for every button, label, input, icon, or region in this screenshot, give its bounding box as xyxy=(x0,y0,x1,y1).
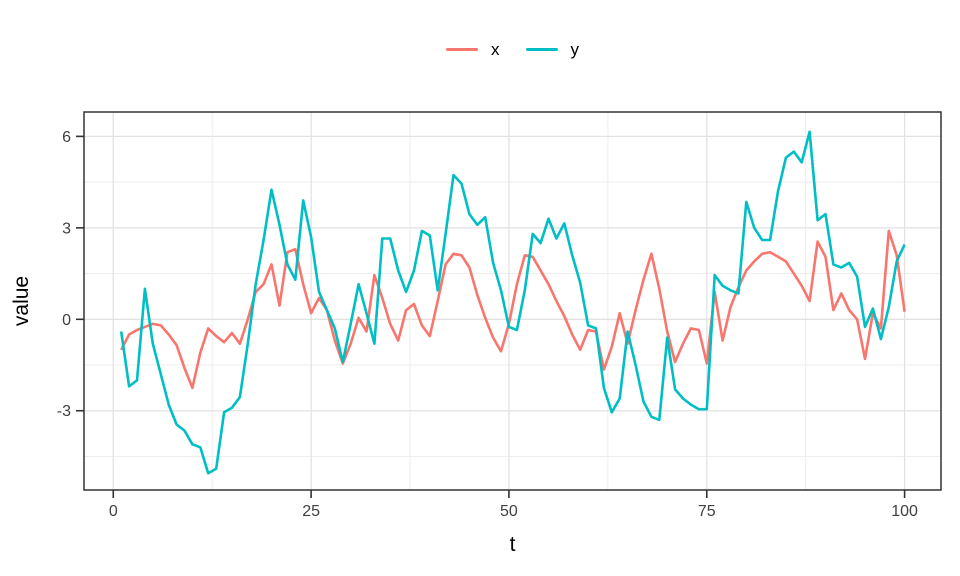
x-tick-label: 75 xyxy=(698,503,716,520)
y-tick-label: 0 xyxy=(62,312,71,329)
x-tick-label: 100 xyxy=(891,503,918,520)
legend-item-x: x xyxy=(446,41,500,58)
x-axis-title: t xyxy=(509,533,516,556)
y-tick-label: 3 xyxy=(62,220,71,237)
y-tick-label: -3 xyxy=(57,403,71,420)
legend-item-y: y xyxy=(525,39,580,59)
legend: x y xyxy=(84,33,941,65)
legend-label-x: x xyxy=(491,39,500,59)
legend-key-y-line xyxy=(525,47,558,51)
x-tick-label: 0 xyxy=(109,503,118,520)
panel-border xyxy=(83,111,942,491)
series-x-line xyxy=(120,229,906,390)
y-axis-title: value xyxy=(10,275,33,327)
x-tick-label: 50 xyxy=(500,503,518,520)
series-y-line xyxy=(119,130,906,475)
x-tick-label: 25 xyxy=(302,503,320,520)
y-tick-label: 6 xyxy=(62,129,71,146)
legend-label-y: y xyxy=(570,39,580,59)
legend-key-x-line xyxy=(446,47,478,51)
